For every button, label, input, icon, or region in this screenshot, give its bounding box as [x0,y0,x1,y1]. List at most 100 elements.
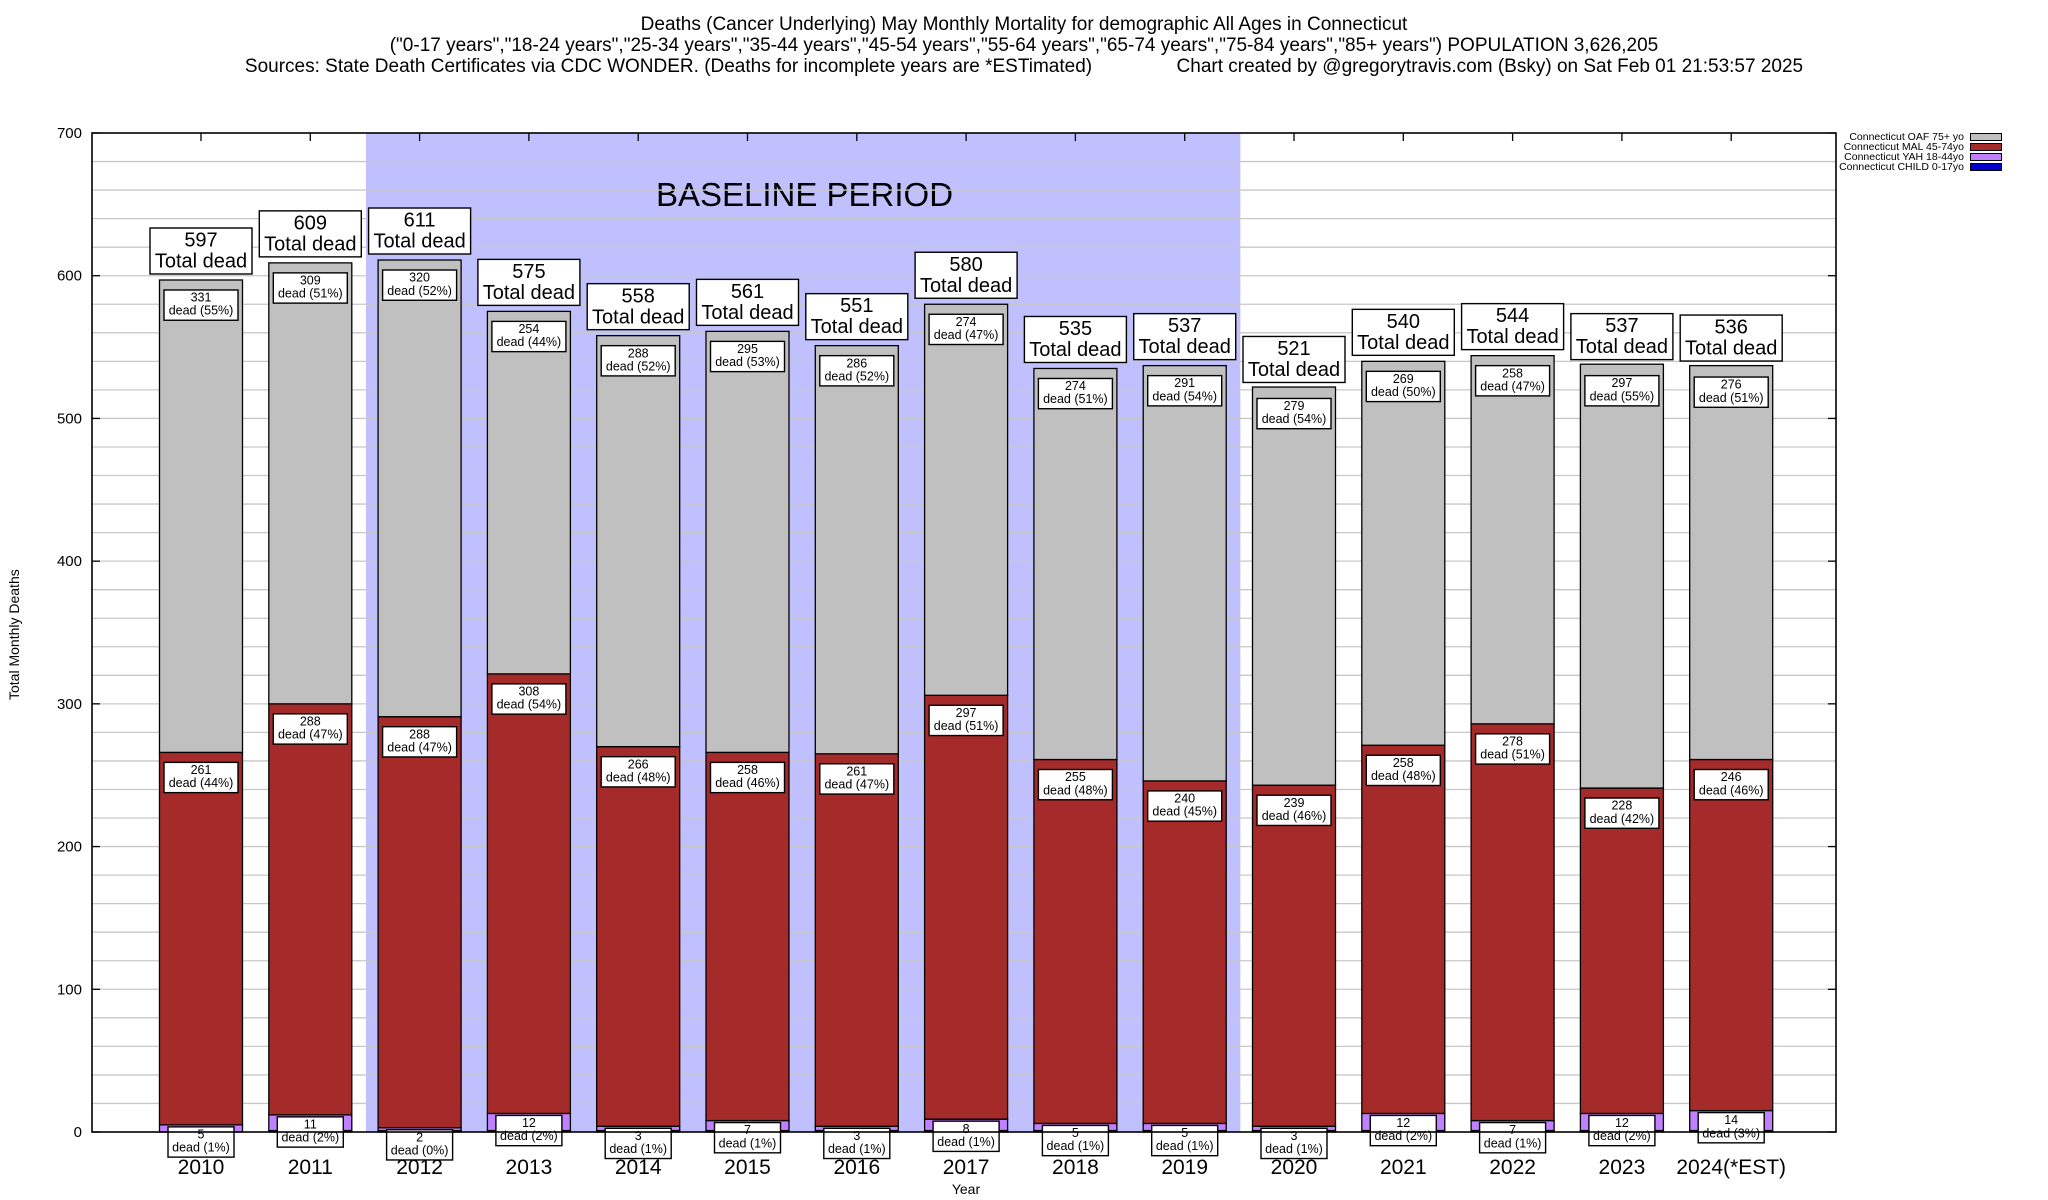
label-text: Total dead [264,233,356,255]
label-box [367,207,472,255]
label-text: dead (46%) [1262,809,1327,823]
label-text: 254 [518,322,539,336]
bar-segment [1251,386,1337,786]
label-text: Total dead [155,251,247,273]
legend-label: Connecticut CHILD 0-17yo [1839,161,1964,173]
legend-label: Connecticut MAL 45-74yo [1843,141,1964,153]
chart-sources: Sources: State Death Certificates via CD… [244,56,1804,77]
label-text: Total dead [592,306,684,328]
label-text: 255 [1065,770,1086,784]
label-text: dead (51%) [934,719,999,733]
label-text: 258 [737,763,758,777]
label-box [1679,314,1783,362]
bar-segment [1579,363,1665,789]
bar-segment [705,751,790,1122]
label-text: dead (3%) [1702,1126,1760,1140]
label-box [1146,790,1223,822]
label-text: dead (50%) [1371,385,1436,399]
label-box [258,210,362,258]
label-text: dead (47%) [278,728,343,742]
label-text: dead (46%) [1699,783,1764,797]
label-text: 288 [300,714,321,728]
label-box [1693,768,1769,801]
bar-segment [705,330,790,754]
x-tick-label: 2012 [396,1156,443,1179]
label-text: 288 [409,727,430,741]
plot-frame [91,132,1837,1133]
label-text: 14 [1724,1113,1738,1127]
label-box [1037,377,1114,410]
label-text: dead (46%) [715,776,780,790]
label-box [1365,370,1442,403]
label-box [1584,374,1660,407]
label-text: dead (51%) [278,287,343,301]
label-box [1260,1127,1328,1160]
label-text: 258 [1393,756,1414,770]
label-text: 521 [1277,338,1310,360]
label-box [1041,1124,1110,1157]
label-text: 7 [744,1123,751,1137]
label-text: 537 [1168,315,1201,337]
label-box [914,251,1018,299]
label-text: 3 [635,1129,642,1143]
label-text: Total dead [483,282,575,304]
label-box [385,1129,454,1161]
bar-segment [1470,723,1555,1122]
label-box [1478,1121,1547,1154]
baseline-period-label: BASELINE PERIOD [656,176,953,213]
label-text: 276 [1721,378,1742,392]
label-box [600,755,676,788]
label-text: dead (47%) [824,778,889,792]
x-axis-label: Year [952,1181,981,1197]
label-box [1474,364,1551,397]
label-text: 228 [1611,799,1632,813]
label-box [928,313,1004,346]
x-tick-label: 2011 [288,1156,333,1179]
label-box [477,258,581,307]
x-tick-label: 2010 [178,1156,225,1179]
x-tick-label: 2016 [833,1156,880,1179]
label-text: 12 [1615,1116,1629,1130]
label-box [1365,754,1442,787]
label-text: dead (1%) [1156,1139,1214,1153]
label-box [1693,376,1769,409]
label-text: 269 [1393,372,1414,386]
bar-segment [1579,787,1665,1115]
legend-item-mal: Connecticut MAL 45-74yo [1839,142,2002,152]
label-text: 239 [1284,796,1305,810]
label-box [1474,733,1551,765]
label-text: 8 [963,1122,970,1136]
bar-segment [158,279,244,754]
x-tick-label: 2019 [1161,1156,1208,1179]
label-text: 295 [737,342,758,356]
label-text: 544 [1496,305,1529,327]
label-box [1132,312,1237,361]
bar-segment [377,716,462,1129]
label-text: dead (2%) [281,1131,339,1145]
label-text: dead (54%) [1262,412,1327,426]
label-text: 331 [191,291,212,305]
label-box [272,272,348,304]
label-text: 274 [956,315,977,329]
label-box [586,282,690,331]
label-box [1242,335,1346,384]
label-text: dead (54%) [1152,389,1217,403]
